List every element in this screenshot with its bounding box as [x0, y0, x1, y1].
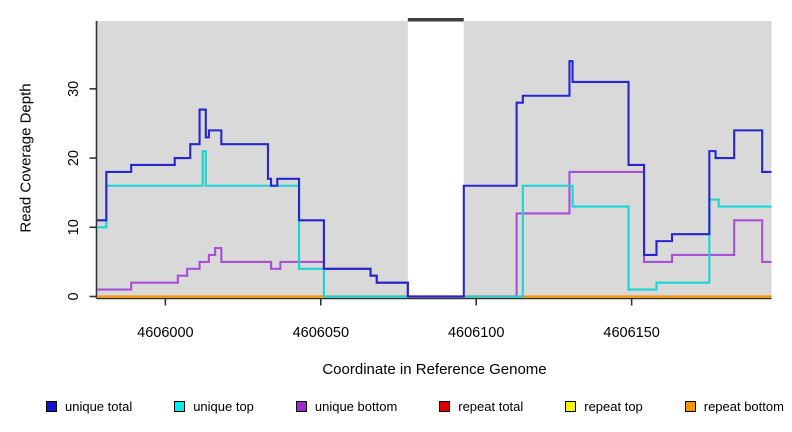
- x-axis-tick-label: 4606150: [603, 325, 659, 341]
- legend-swatch-unique-top: [174, 400, 186, 412]
- legend-item-unique-top: unique top: [174, 399, 254, 414]
- series-line-unique-total: [97, 60, 772, 298]
- legend-item-unique-bottom: unique bottom: [295, 398, 398, 414]
- x-axis-tick-label: 4606050: [293, 325, 349, 341]
- legend-label: unique top: [193, 398, 254, 414]
- legend-label: repeat top: [584, 398, 643, 414]
- legend-swatch-unique-total: [46, 400, 57, 412]
- legend-label: unique bottom: [314, 398, 398, 414]
- y-axis-tick-label: 20: [66, 150, 82, 166]
- legend-swatch-unique-bottom: [295, 400, 307, 412]
- y-axis-tick-label: 10: [66, 219, 82, 235]
- legend-label: repeat total: [458, 398, 524, 414]
- legend-item-repeat-top: repeat top: [565, 399, 643, 414]
- legend-label: repeat bottom: [703, 398, 784, 414]
- x-axis-title: Coordinate in Reference Genome: [322, 361, 547, 378]
- legend-swatch-repeat-bottom: [684, 400, 696, 412]
- x-axis-tick-label: 4606100: [448, 325, 504, 341]
- legend-item-unique-total: unique total: [46, 399, 132, 414]
- y-axis-title: Read Coverage Depth: [17, 83, 35, 233]
- masked-region-top-bar: [407, 18, 464, 22]
- legend-swatch-repeat-total: [439, 400, 451, 412]
- y-axis-tick-label: 0: [66, 292, 82, 300]
- series-line-unique-top: [97, 150, 772, 298]
- legend: unique total unique top unique bottom repea…: [46, 393, 784, 419]
- legend-swatch-repeat-top: [565, 400, 577, 412]
- y-axis-tick-label: 30: [66, 81, 82, 97]
- legend-label: unique total: [65, 398, 133, 414]
- legend-item-repeat-total: repeat total: [439, 399, 523, 414]
- x-axis-tick-label: 4606000: [137, 325, 193, 341]
- legend-item-repeat-bottom: repeat bottom: [684, 398, 784, 414]
- masked-region: [407, 21, 464, 297]
